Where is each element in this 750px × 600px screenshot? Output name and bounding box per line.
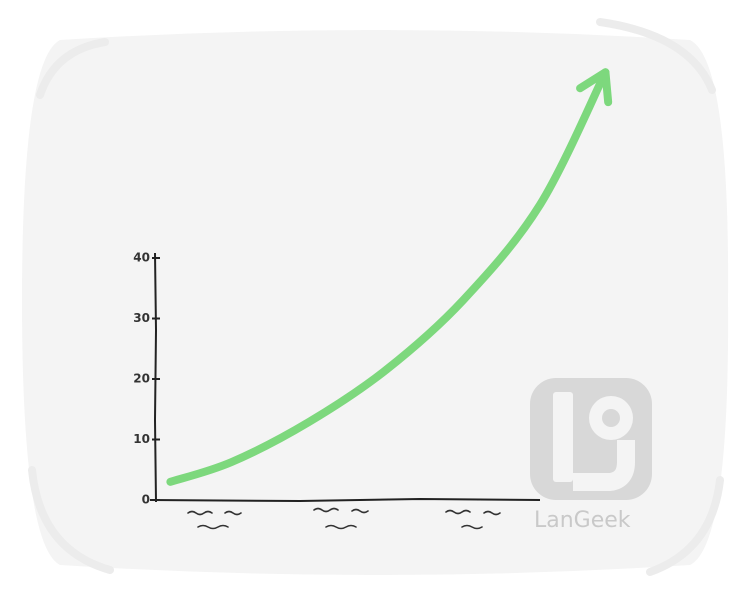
x-squiggles <box>187 507 501 530</box>
y-tick-label: 40 <box>133 251 150 265</box>
decor-arc <box>36 38 109 99</box>
decor-arc <box>646 476 724 576</box>
y-axis <box>153 252 158 503</box>
watermark-logo <box>530 378 652 500</box>
x-axis <box>149 497 541 503</box>
y-tick-label: 30 <box>133 311 150 325</box>
y-tick-label: 20 <box>133 372 150 386</box>
decor-arc <box>596 18 716 94</box>
arrow-head <box>576 68 613 107</box>
decor-arc <box>28 466 114 574</box>
y-tick-label: 0 <box>142 493 150 507</box>
watermark-text: LanGeek <box>534 508 631 533</box>
growth-line <box>166 68 610 486</box>
y-tick-label: 10 <box>133 432 150 446</box>
